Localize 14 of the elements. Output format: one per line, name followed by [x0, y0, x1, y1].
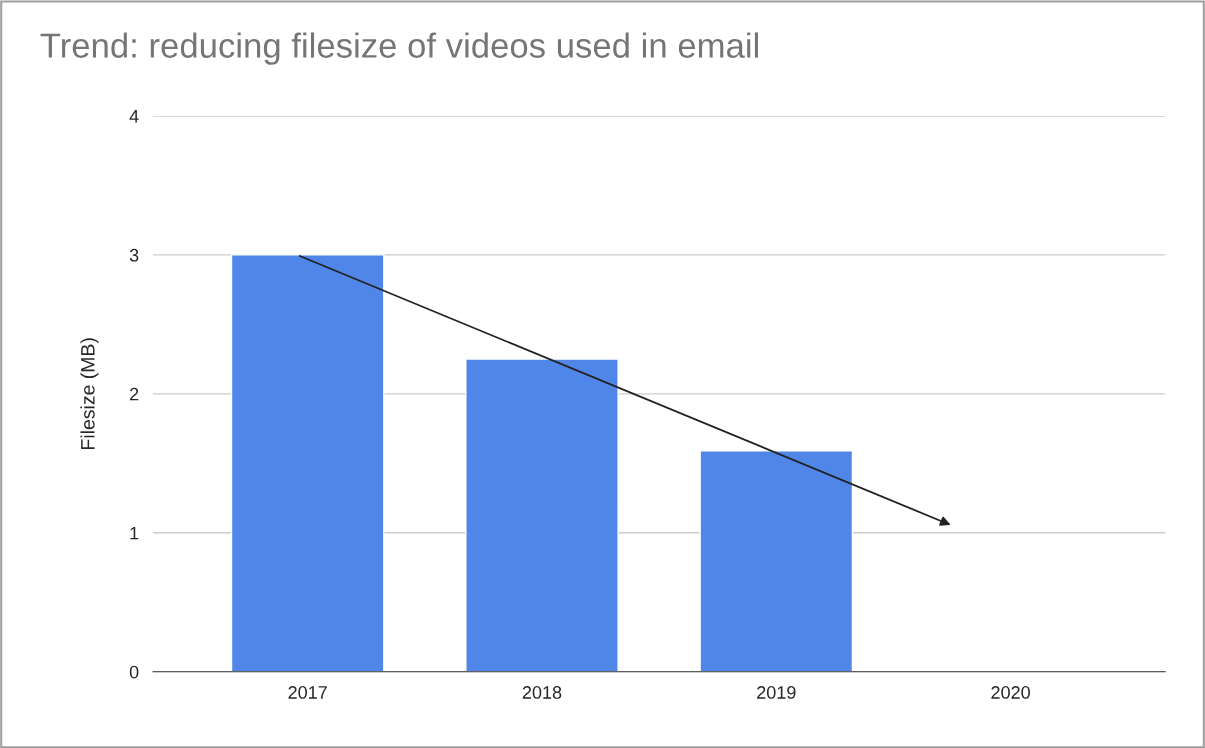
- bar: [699, 450, 854, 672]
- y-tick-label: 1: [130, 526, 139, 540]
- chart-title: Trend: reducing filesize of videos used in email: [40, 32, 758, 65]
- y-tick-label: 2: [130, 387, 139, 401]
- x-tick-label: 2020: [991, 686, 1030, 699]
- bar: [230, 254, 385, 672]
- x-tick-label: 2017: [288, 686, 327, 699]
- y-tick-label: 0: [129, 665, 139, 679]
- bar: [465, 358, 619, 672]
- y-axis-title: Filesize (MB): [80, 338, 99, 449]
- x-tick-label: 2018: [522, 686, 562, 699]
- y-tick-label: 3: [129, 248, 139, 262]
- y-tick-label: 4: [129, 110, 139, 123]
- x-tick-label: 2019: [757, 686, 796, 699]
